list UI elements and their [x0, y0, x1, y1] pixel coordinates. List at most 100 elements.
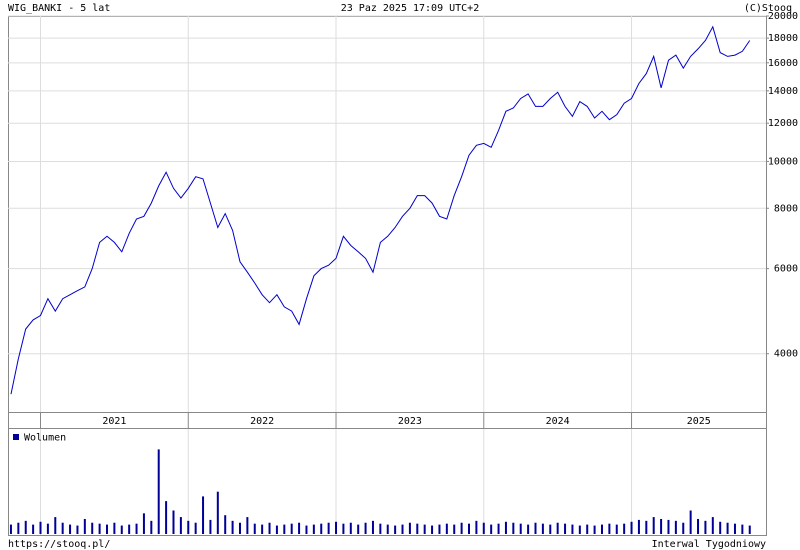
volume-bar [571, 524, 574, 534]
volume-bar [408, 522, 411, 534]
volume-bar [172, 510, 175, 534]
x-tick-label: 2022 [250, 416, 274, 427]
volume-bar [549, 524, 552, 534]
y-tick-label: 12000 [768, 118, 798, 129]
legend-swatch [13, 434, 19, 440]
volume-bar [497, 523, 500, 534]
volume-bar [349, 522, 352, 534]
volume-bar [445, 523, 448, 534]
y-tick-label: 4000 [774, 349, 798, 360]
volume-bar [401, 524, 404, 534]
volume-bar [416, 523, 419, 534]
y-tick-label: 6000 [774, 264, 798, 275]
volume-bar [238, 522, 241, 534]
volume-bar [150, 520, 153, 534]
volume-bar [386, 524, 389, 534]
volume-bar [719, 521, 722, 534]
volume-bar [527, 524, 530, 534]
volume-bar [54, 517, 57, 534]
volume-bar [453, 524, 456, 534]
volume-bar [630, 521, 633, 534]
volume-bar [128, 524, 131, 534]
volume-bar [482, 522, 485, 534]
volume-bar [61, 522, 64, 534]
volume-bar [704, 520, 707, 534]
volume-bar [460, 522, 463, 534]
volume-bar [667, 519, 670, 534]
volume-bar [438, 524, 441, 534]
volume-bar [253, 523, 256, 534]
volume-bar [246, 517, 249, 534]
volume-bar [187, 520, 190, 534]
price-frame [8, 16, 767, 429]
volume-bar [69, 524, 72, 534]
volume-bar [39, 521, 42, 534]
volume-bar [32, 524, 35, 534]
volume-bar [98, 523, 101, 534]
volume-bar [660, 518, 663, 534]
chart-title: WIG_BANKI - 5 lat [8, 3, 110, 14]
volume-bar [578, 525, 581, 534]
volume-bar [741, 524, 744, 534]
volume-bar [275, 525, 278, 534]
volume-bar [733, 523, 736, 534]
volume-bar [645, 520, 648, 534]
volume-bar [475, 520, 478, 534]
volume-bar [394, 525, 397, 534]
volume-bar [364, 522, 367, 534]
volume-bar [120, 525, 123, 534]
volume-bar [423, 524, 426, 534]
volume-bar [689, 510, 692, 534]
y-tick-label: 18000 [768, 33, 798, 44]
volume-bar [83, 518, 86, 534]
volume-bar [142, 513, 145, 534]
volume-bar [320, 523, 323, 534]
volume-bar [194, 522, 197, 534]
copyright: (C)Stooq [744, 3, 792, 14]
y-tick-label: 8000 [774, 203, 798, 214]
volume-bar [748, 525, 751, 534]
legend-label: Wolumen [24, 433, 66, 444]
volume-bar [371, 520, 374, 534]
y-tick-label: 10000 [768, 156, 798, 167]
volume-bar [431, 525, 434, 534]
volume-bar [357, 524, 360, 534]
timestamp: 23 Paz 2025 17:09 UTC+2 [341, 3, 479, 14]
volume-bar [91, 522, 94, 534]
volume-bar [312, 524, 315, 534]
volume-bar [379, 523, 382, 534]
volume-bar [519, 523, 522, 534]
volume-bar [135, 523, 138, 534]
volume-bar [342, 523, 345, 534]
volume-bar [268, 522, 271, 534]
volume-bar [290, 523, 293, 534]
volume-bar [209, 519, 212, 534]
volume-frame [8, 428, 767, 536]
y-tick-label: 14000 [768, 86, 798, 97]
volume-bar [305, 525, 308, 534]
x-tick-label: 2025 [687, 416, 711, 427]
volume-bar [157, 449, 160, 534]
volume-bar [541, 523, 544, 534]
y-tick-label: 20000 [768, 11, 798, 22]
x-tick-label: 2024 [546, 416, 570, 427]
volume-bar [564, 523, 567, 534]
volume-bar [623, 523, 626, 534]
footer-link[interactable]: https://stooq.pl/ [8, 539, 110, 550]
interval: Interwal Tygodniowy [652, 539, 766, 550]
volume-bar [608, 523, 611, 534]
volume-bar [327, 522, 330, 534]
volume-bar [586, 524, 589, 534]
volume-bar [534, 522, 537, 534]
volume-bar [46, 523, 49, 534]
volume-bar [600, 524, 603, 534]
volume-bar [224, 515, 227, 534]
volume-bar [231, 520, 234, 534]
volume-bar [202, 496, 205, 534]
volume-bar [17, 522, 20, 534]
volume-bar [637, 519, 640, 534]
volume-bar [179, 517, 182, 534]
volume-bar [682, 522, 685, 534]
volume-bar [593, 525, 596, 534]
